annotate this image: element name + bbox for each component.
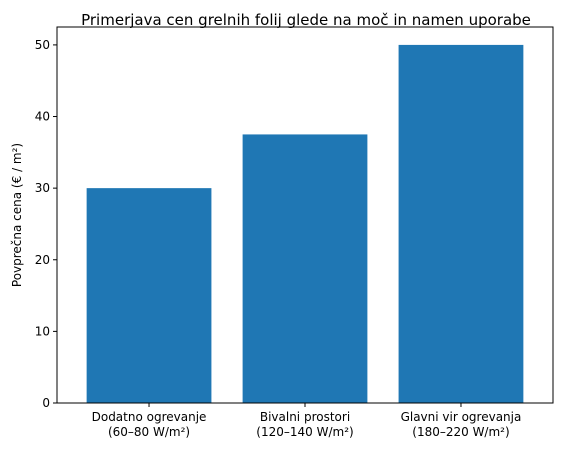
- x-tick-label-2: Glavni vir ogrevanja (180–220 W/m²): [401, 410, 522, 439]
- y-tick-label-4: 40: [35, 110, 50, 124]
- bars-group: [86, 44, 524, 404]
- y-tick-label-0: 0: [42, 396, 50, 410]
- bar-0: [86, 188, 212, 403]
- y-tick-label-2: 20: [35, 253, 50, 267]
- y-tick-label-3: 30: [35, 181, 50, 195]
- bar-2: [398, 44, 524, 404]
- x-tick-label-1: Bivalni prostori (120–140 W/m²): [256, 410, 353, 439]
- plot-frame: [56, 26, 554, 404]
- y-tick-label-1: 10: [35, 324, 50, 338]
- bar-1: [242, 134, 368, 403]
- y-axis: 0 10 20 30 40 50: [35, 38, 57, 410]
- x-tick-label-0: Dodatno ogrevanje (60–80 W/m²): [92, 410, 207, 439]
- y-tick-label-5: 50: [35, 38, 50, 52]
- x-axis: Dodatno ogrevanje (60–80 W/m²) Bivalni pro…: [92, 403, 522, 439]
- chart-title: Primerjava cen grelnih folij glede na mo…: [81, 11, 531, 29]
- y-axis-label: Povprečna cena (€ / m²): [10, 143, 24, 287]
